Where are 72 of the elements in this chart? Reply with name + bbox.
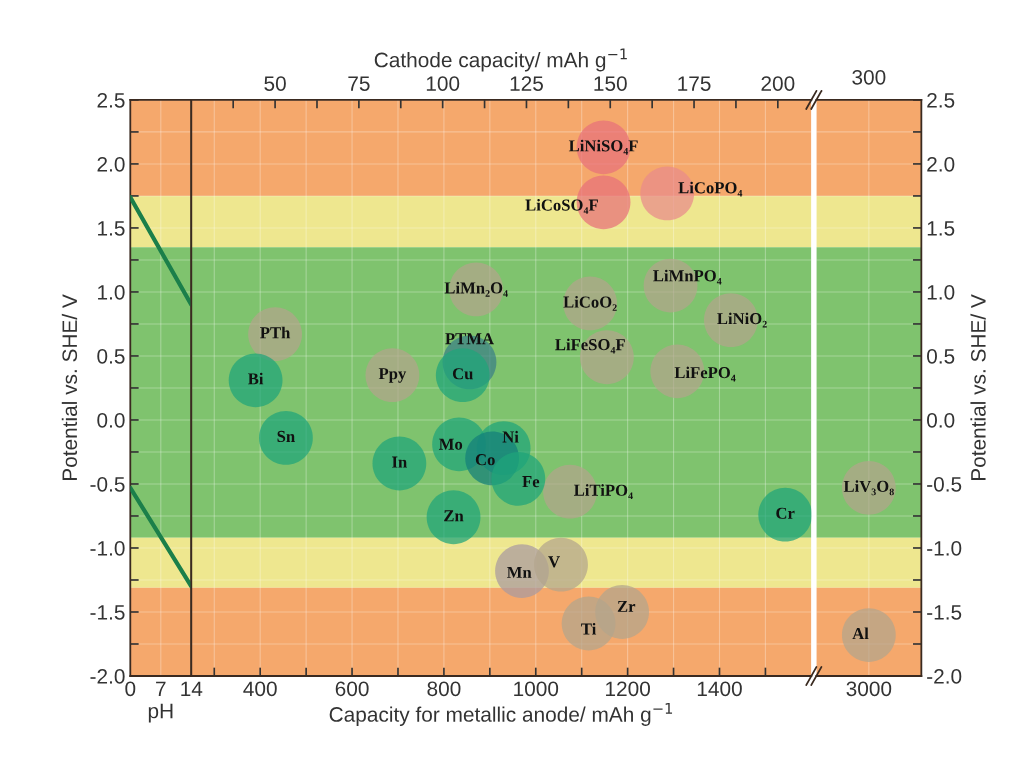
series-label: LiFeSO₄F: [555, 338, 625, 354]
series-label: Zr: [617, 600, 636, 612]
series-label: Ppy: [378, 368, 407, 383]
series-label: Ni: [502, 430, 519, 443]
series-label: LiMn₂O₄: [444, 281, 508, 297]
series-label: Zn: [444, 510, 464, 522]
series-label: PTMA: [445, 333, 494, 345]
y-tick-label: 1.0: [98, 284, 125, 300]
series-label: LiCoPO₄: [678, 181, 743, 197]
series-label: LiCoSO₄F: [525, 198, 598, 214]
y-tick-label: -1.0: [90, 540, 125, 556]
x-tick-label: 1200: [606, 681, 650, 697]
series-label: Ti: [581, 622, 597, 635]
y-tick-label: 1.0: [927, 284, 955, 300]
x-tick-label: 800: [427, 681, 461, 697]
series-label: LiTiPO₄: [573, 484, 633, 499]
x2-tick-label: 175: [678, 76, 711, 91]
series-label: V: [548, 556, 560, 568]
series-label: LiNiO₂: [717, 312, 767, 328]
x2-tick-label: 50: [264, 76, 286, 91]
y-tick-label: -2.0: [927, 669, 962, 684]
y-tick-label: 1.5: [927, 221, 955, 236]
y-tick-label: 2.0: [927, 156, 955, 172]
text: 300: [852, 69, 886, 85]
x-tick-label: 14: [181, 681, 203, 696]
series-label: Mo: [438, 438, 463, 450]
series-label: Mn: [507, 566, 532, 578]
x-axis-title: pH: [148, 703, 173, 723]
y-tick-label: 2.5: [97, 92, 125, 108]
x2-tick-label: 75: [348, 76, 370, 91]
x-tick-label: 1000: [514, 681, 559, 697]
y-tick-label: -1.5: [90, 605, 125, 620]
series-label: LiFePO₄: [674, 366, 736, 382]
y-tick-label: 0.5: [927, 348, 955, 364]
x2-tick-label: 200: [761, 76, 795, 91]
y-tick-label: 1.5: [98, 221, 125, 236]
x2-tick-label: 125: [510, 76, 543, 91]
series-label: Cu: [452, 368, 473, 380]
y-tick-label: -0.5: [90, 476, 125, 492]
x-tick-label: 3000: [846, 681, 892, 697]
y-axis-title: Potential vs. SHE/ V: [970, 294, 986, 481]
series-label: Bi: [248, 372, 264, 385]
x2-axis-title: Cathode capacity/ mAh g$^{−1}$: [374, 48, 627, 72]
series-label: In: [392, 456, 407, 468]
x-tick-label: 600: [335, 681, 369, 697]
x2-tick-label: 100: [426, 76, 460, 91]
y-tick-label: 0.0: [97, 412, 125, 428]
y-tick-label: -0.5: [927, 476, 962, 492]
y-tick-label: 2.5: [927, 92, 955, 108]
series-label: Al: [852, 627, 869, 640]
x-tick-label: 0: [125, 681, 136, 697]
series-label: PTh: [260, 326, 291, 339]
y-tick-label: -1.5: [927, 605, 962, 620]
y-tick-label: 0.0: [927, 412, 955, 428]
x2-tick-label: 150: [594, 76, 627, 91]
x-tick-label: 1400: [697, 681, 742, 697]
series-label: LiMnPO₄: [653, 269, 722, 285]
y-tick-label: 2.0: [97, 156, 125, 172]
x-tick-label: 400: [243, 681, 277, 697]
x-axis-title: Capacity for metallic anode/ mAh g$^{−1}$: [329, 703, 673, 726]
y-tick-label: -1.0: [927, 540, 962, 556]
series-label: Co: [475, 454, 495, 466]
y-tick-label: -2.0: [90, 669, 125, 684]
y-axis-title: Potential vs. SHE/ V: [61, 294, 78, 481]
series-label: LiCoO₂: [563, 295, 617, 311]
y-tick-label: 0.5: [97, 348, 125, 364]
series-label: LiNiSO₄F: [568, 139, 638, 155]
series-label: Sn: [277, 430, 295, 443]
series-label: Cr: [776, 507, 795, 519]
series-label: LiV₃O₈: [843, 480, 894, 496]
x-tick-label: 7: [156, 681, 166, 696]
series-label: Fe: [522, 476, 540, 488]
